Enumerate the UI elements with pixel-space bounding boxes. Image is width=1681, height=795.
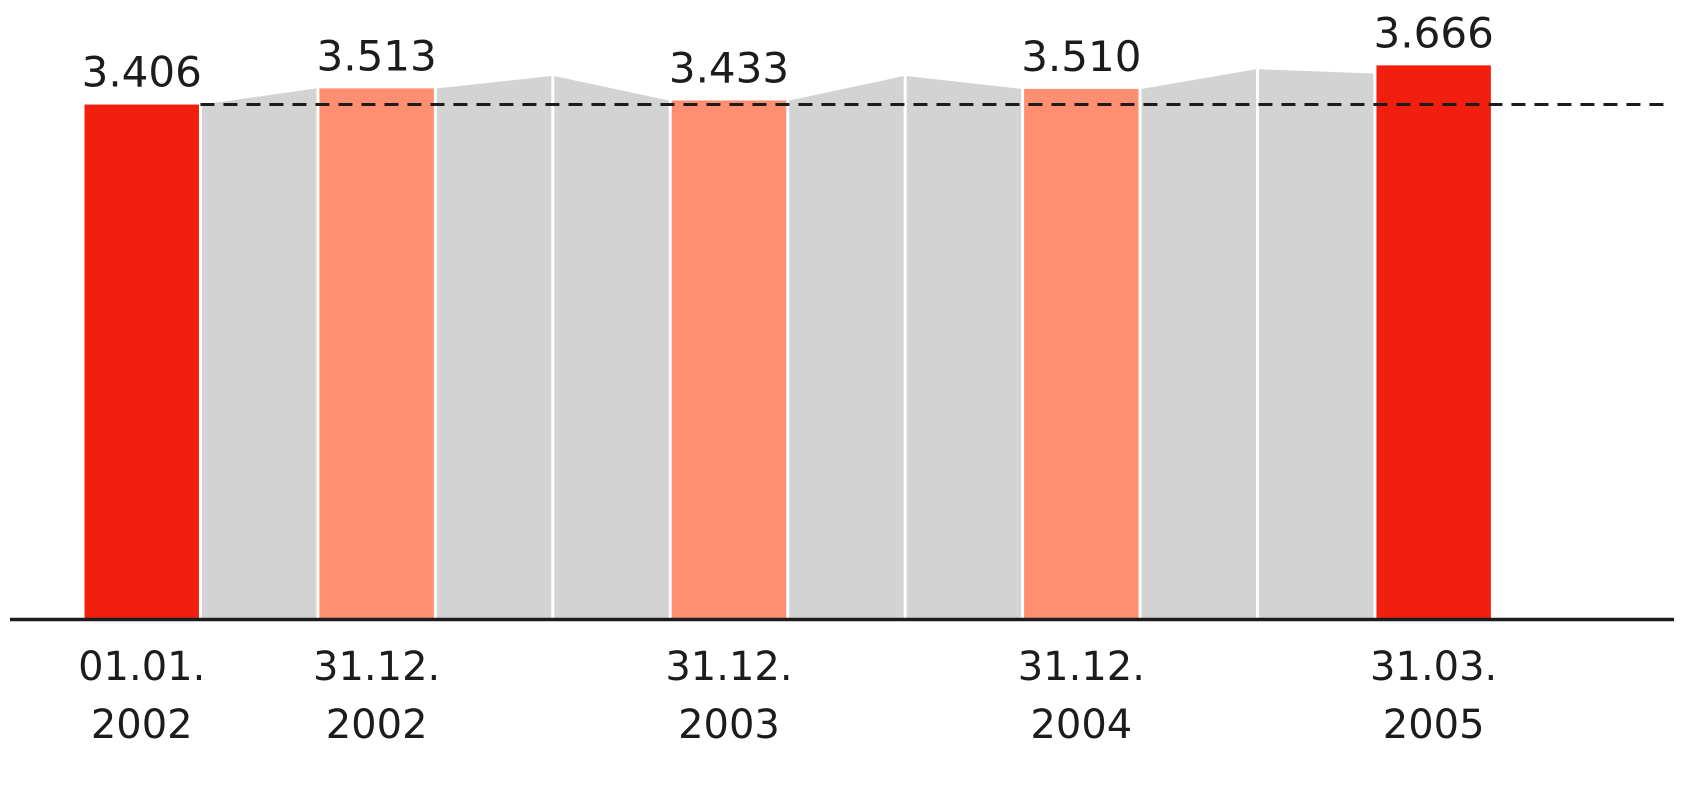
bar-2003-3112 xyxy=(671,100,787,619)
bar-2005-3103 xyxy=(1376,65,1491,618)
interim-bar xyxy=(789,76,904,618)
interim-bar xyxy=(1259,69,1374,618)
x-tick-label-year: 2002 xyxy=(326,702,428,748)
interim-bars-group xyxy=(201,69,1374,618)
interim-bar xyxy=(1141,69,1256,618)
value-labels-group: 3.406 3.513 3.433 3.510 3.666 xyxy=(82,8,1494,96)
bar-value-label: 3.666 xyxy=(1374,8,1494,57)
x-tick-label-year: 2002 xyxy=(91,702,193,748)
bar-2004-3112 xyxy=(1024,88,1139,619)
x-tick-label-date: 31.12. xyxy=(1018,644,1145,690)
x-tick-label-year: 2005 xyxy=(1383,702,1485,748)
main-bars-group xyxy=(84,65,1491,619)
interim-bar xyxy=(554,76,669,618)
interim-bar xyxy=(906,76,1022,618)
bar-value-label: 3.406 xyxy=(82,48,202,97)
x-tick-label-date: 31.12. xyxy=(665,644,792,690)
x-tick-label-year: 2004 xyxy=(1030,702,1132,748)
bar-2002-3112 xyxy=(319,88,434,618)
tick-labels-group: 01.01. 2002 31.12. 2002 31.12. 2003 31.12. 2004… xyxy=(78,644,1497,748)
x-tick-label-date: 31.12. xyxy=(313,644,440,690)
x-tick-label-date: 31.03. xyxy=(1370,644,1497,690)
bar-value-label: 3.513 xyxy=(317,31,437,80)
bar-value-label: 3.433 xyxy=(669,43,789,92)
interim-bar xyxy=(201,88,317,618)
x-tick-label-date: 01.01. xyxy=(78,644,205,690)
interim-bar xyxy=(436,76,552,618)
x-tick-label-year: 2003 xyxy=(678,702,780,748)
bar-2002-0101 xyxy=(84,104,199,618)
bar-value-label: 3.510 xyxy=(1021,32,1141,81)
